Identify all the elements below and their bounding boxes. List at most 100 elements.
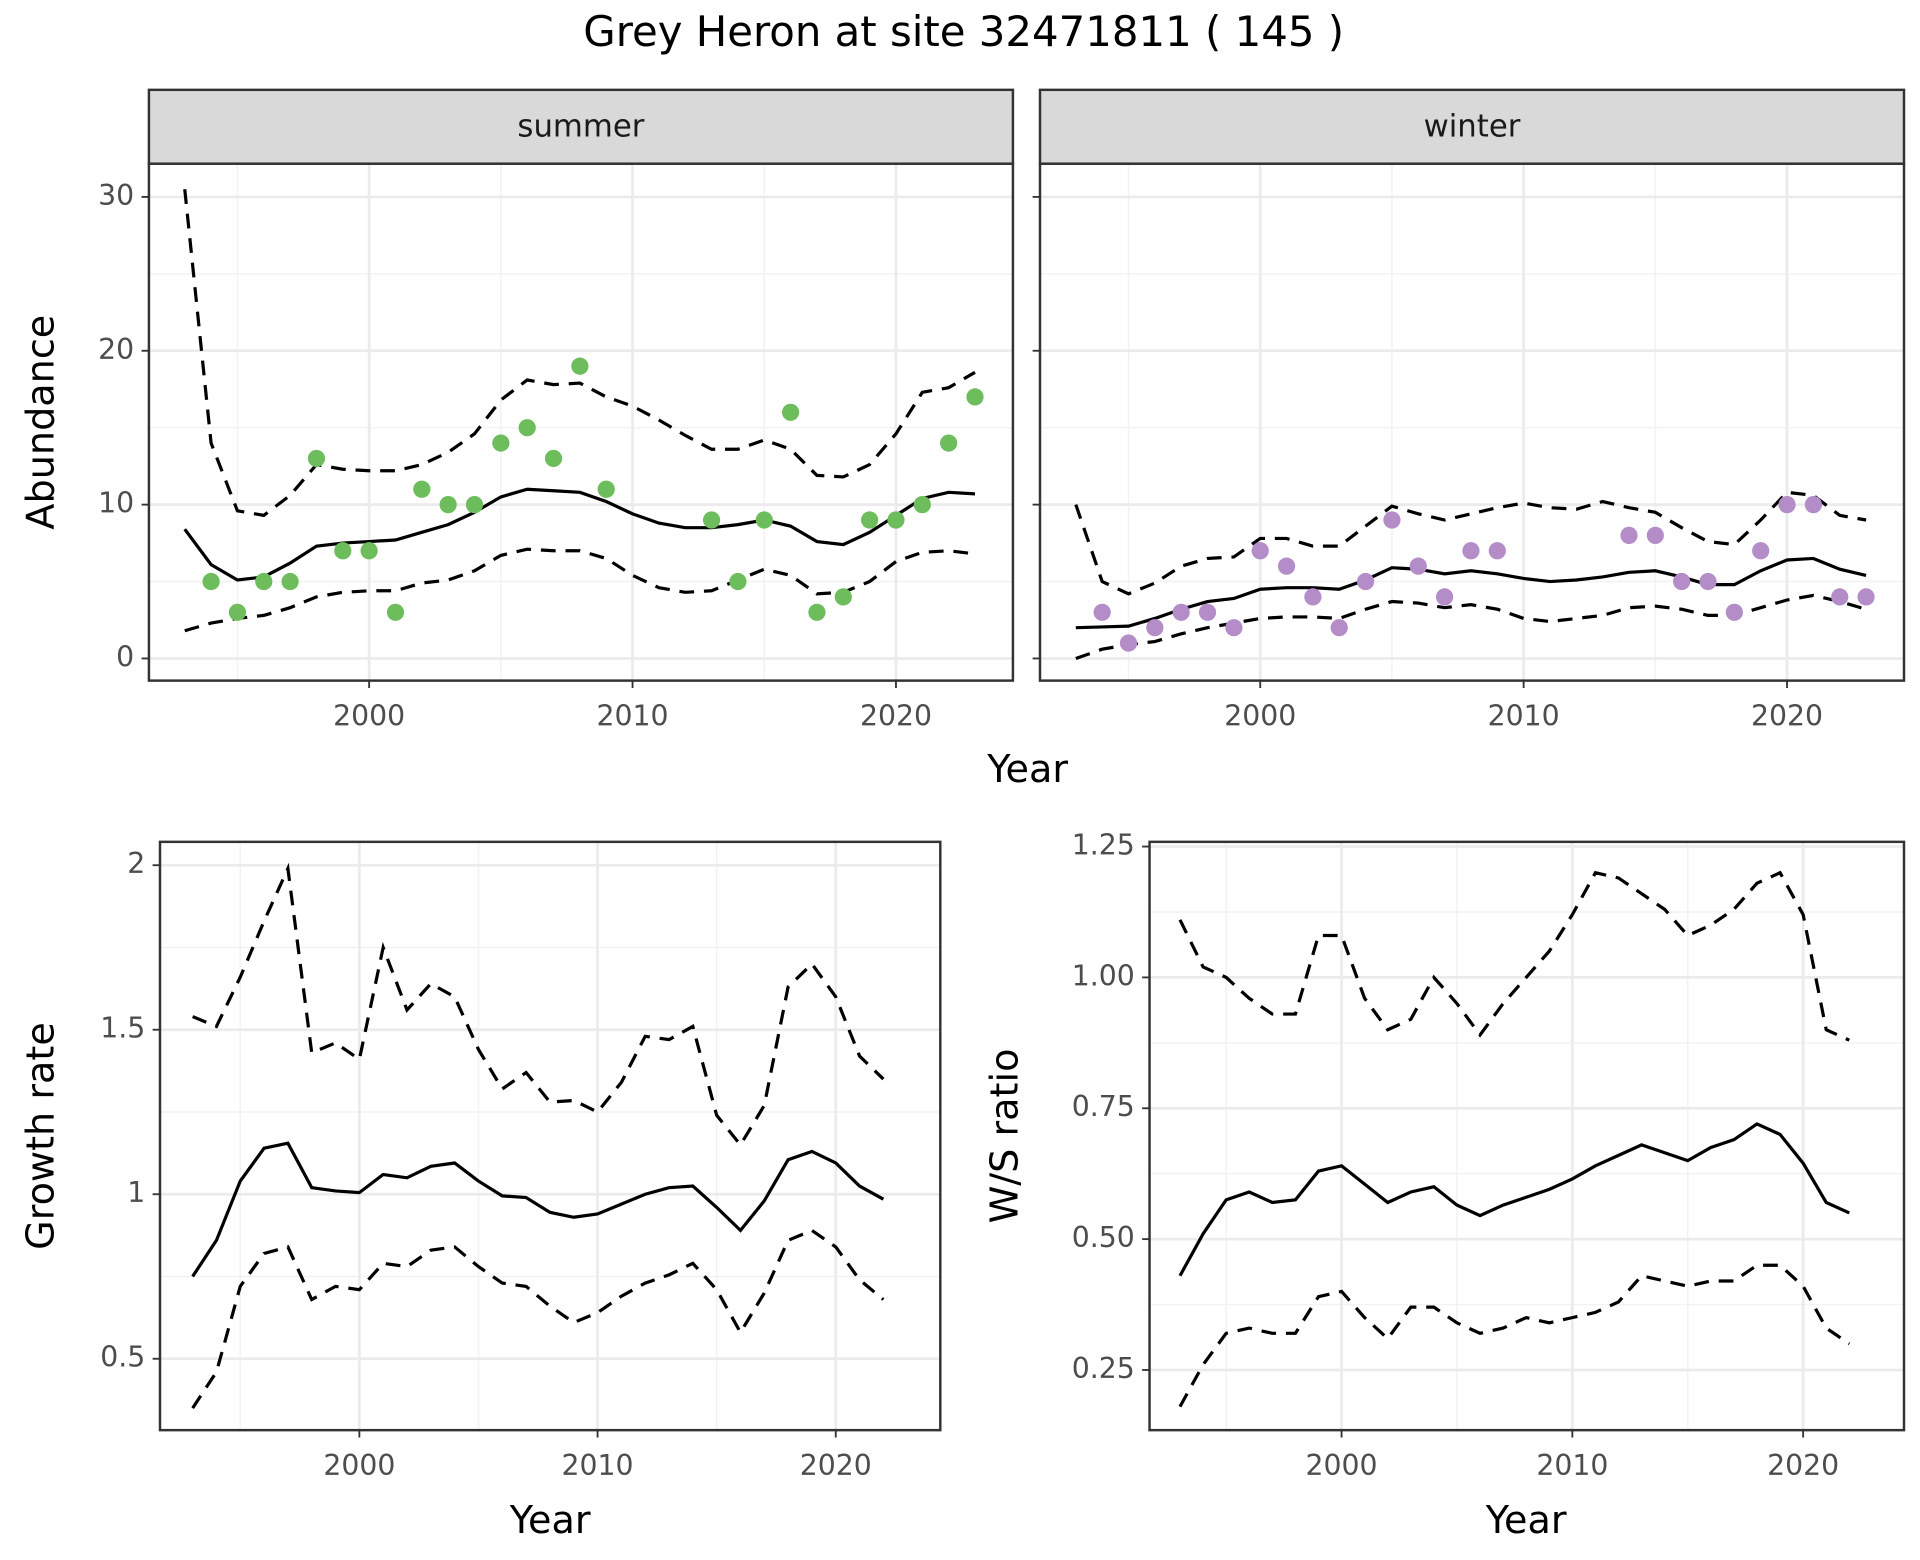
- x-axis-title: Year: [986, 747, 1068, 791]
- data-point: [1277, 557, 1296, 575]
- data-point: [571, 357, 589, 375]
- data-point: [281, 572, 299, 591]
- data-point: [439, 496, 457, 514]
- y-tick-label: 1.00: [1072, 959, 1135, 992]
- data-point: [597, 480, 615, 498]
- data-point: [1093, 603, 1111, 621]
- interval-line: [192, 862, 885, 1148]
- figure-title: Grey Heron at site 32471811 ( 145 ): [583, 7, 1344, 56]
- panel-border: [1148, 840, 1906, 1432]
- strip: [1038, 88, 1906, 165]
- data-point: [202, 572, 220, 591]
- data-point: [1146, 619, 1164, 637]
- data-point: [1383, 511, 1401, 529]
- mean-line: [183, 487, 976, 582]
- data-point: [1725, 603, 1743, 621]
- x-tick-label: 2010: [1488, 700, 1560, 733]
- y-tick-label: 0: [116, 640, 134, 673]
- strip-label: summer: [517, 108, 644, 144]
- x-axis-title: Year: [509, 1498, 591, 1542]
- y-tick-label: 30: [98, 179, 134, 212]
- data-point: [913, 496, 931, 514]
- y-axis-title: W/S ratio: [982, 1049, 1026, 1224]
- data-point: [360, 542, 378, 560]
- data-point: [1778, 496, 1796, 514]
- data-point: [1330, 619, 1348, 637]
- data-point: [492, 434, 510, 452]
- y-tick-label: 0.5: [100, 1341, 145, 1374]
- mean-line: [191, 1141, 885, 1278]
- data-point: [1304, 588, 1322, 606]
- interval-line: [1178, 870, 1850, 1042]
- x-tick-label: 2020: [800, 1449, 872, 1482]
- data-point: [861, 511, 879, 529]
- data-point: [1699, 572, 1717, 591]
- y-tick-label: 0.50: [1072, 1221, 1135, 1254]
- data-point: [1225, 619, 1243, 637]
- data-point: [781, 403, 800, 421]
- y-tick-label: 0.25: [1072, 1352, 1135, 1385]
- interval-line: [1178, 1263, 1851, 1408]
- data-point: [966, 388, 984, 406]
- y-tick-label: 1.5: [100, 1012, 145, 1045]
- data-point: [940, 434, 958, 452]
- interval-line: [191, 1228, 885, 1409]
- x-tick-label: 2000: [1224, 700, 1296, 733]
- data-point: [1198, 603, 1217, 621]
- data-point: [307, 449, 326, 468]
- data-point: [1620, 526, 1638, 544]
- data-point: [1673, 572, 1691, 591]
- data-point: [702, 511, 721, 529]
- y-tick-label: 1.25: [1072, 829, 1135, 862]
- data-point: [1857, 588, 1875, 606]
- data-point: [1831, 588, 1849, 606]
- data-point: [255, 572, 273, 591]
- data-point: [729, 572, 747, 591]
- data-point: [834, 588, 852, 606]
- x-tick-label: 2010: [597, 700, 669, 733]
- panel-border: [158, 840, 942, 1432]
- data-point: [1646, 526, 1664, 544]
- data-point: [228, 603, 247, 621]
- mean-line: [1178, 1122, 1850, 1277]
- data-point: [887, 511, 905, 529]
- y-tick-label: 0.75: [1072, 1090, 1135, 1123]
- y-axis-title: Growth rate: [19, 1022, 63, 1250]
- data-point: [1172, 603, 1190, 621]
- data-point: [413, 480, 431, 498]
- data-point: [544, 449, 563, 468]
- data-point: [808, 603, 826, 621]
- data-point: [1752, 542, 1770, 560]
- data-point: [386, 603, 405, 621]
- data-point: [1488, 542, 1506, 560]
- x-tick-label: 2020: [1767, 1449, 1839, 1482]
- strip-label: winter: [1424, 108, 1521, 144]
- data-point: [1251, 542, 1269, 560]
- mean-line: [1075, 556, 1867, 630]
- x-tick-label: 2000: [333, 700, 405, 733]
- data-point: [334, 542, 352, 560]
- x-tick-label: 2000: [1306, 1449, 1378, 1482]
- data-point: [1435, 588, 1454, 606]
- data-point: [465, 496, 484, 514]
- interval-line: [1074, 490, 1867, 596]
- y-tick-label: 1: [127, 1176, 145, 1209]
- x-tick-label: 2020: [1751, 700, 1823, 733]
- data-point: [1462, 542, 1480, 560]
- data-point: [1119, 634, 1138, 652]
- x-tick-label: 2000: [323, 1449, 395, 1482]
- y-tick-label: 2: [127, 847, 145, 880]
- data-point: [1356, 572, 1375, 591]
- x-tick-label: 2010: [1536, 1449, 1608, 1482]
- y-tick-label: 10: [98, 487, 134, 520]
- data-point: [1804, 496, 1823, 514]
- y-tick-label: 20: [98, 333, 134, 366]
- y-axis-title: Abundance: [19, 315, 63, 530]
- x-axis-title: Year: [1485, 1498, 1567, 1542]
- strip: [147, 88, 1015, 165]
- x-tick-label: 2010: [562, 1449, 634, 1482]
- data-point: [1409, 557, 1427, 575]
- data-point: [518, 419, 536, 437]
